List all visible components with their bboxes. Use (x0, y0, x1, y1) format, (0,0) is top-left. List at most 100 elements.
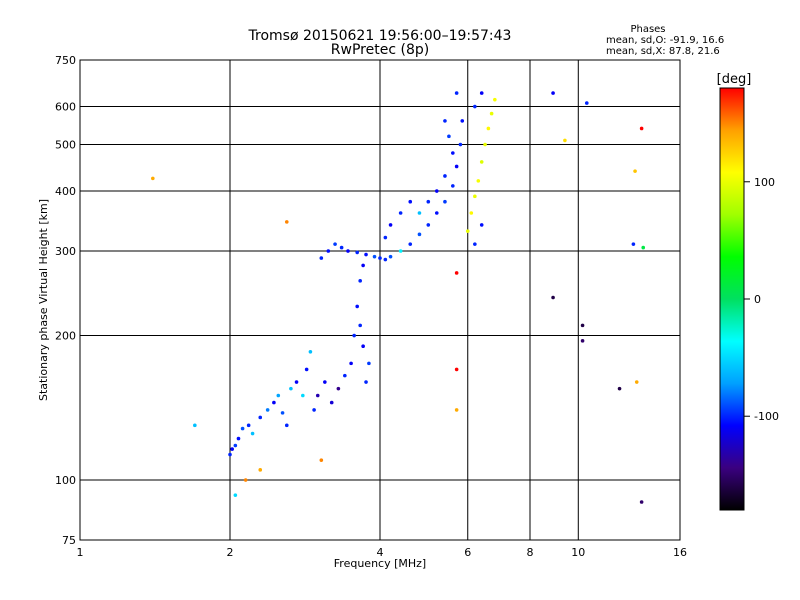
data-point (473, 104, 477, 109)
data-point (265, 408, 270, 412)
data-point (326, 249, 331, 253)
data-point (551, 295, 555, 300)
grid-lines (80, 60, 680, 540)
data-point (639, 126, 644, 131)
data-point (454, 408, 459, 412)
data-point (479, 91, 484, 95)
data-point (434, 211, 439, 215)
data-point (398, 211, 403, 215)
data-point (339, 245, 344, 250)
data-point (246, 423, 251, 428)
data-point (383, 257, 388, 262)
data-point (361, 263, 365, 268)
data-point (631, 242, 636, 246)
colorbar-label: [deg] (717, 72, 752, 87)
y-tick-label: 300 (55, 245, 76, 258)
data-point (294, 380, 299, 384)
data-point (417, 232, 422, 237)
data-point (639, 500, 644, 504)
data-point (408, 199, 413, 204)
data-point (364, 380, 368, 384)
y-axis: 75 100 200 300 400 500 600 750 (55, 54, 76, 547)
stats-header: Phases (630, 24, 665, 35)
y-tick-label: 600 (55, 101, 76, 114)
data-point (454, 164, 459, 169)
data-point (634, 380, 639, 384)
data-point (451, 184, 455, 188)
data-point (454, 91, 459, 95)
data-point (358, 279, 362, 283)
data-point (426, 199, 431, 204)
stats-x: mean, sd,X: 87.8, 21.6 (606, 46, 720, 57)
data-point (258, 468, 263, 472)
data-point (454, 271, 459, 275)
colorbar-ticks: 100 0 -100 (744, 176, 779, 423)
data-point (364, 252, 368, 257)
data-point (458, 142, 463, 147)
data-point (280, 411, 285, 415)
data-point (304, 367, 309, 372)
x-axis: 1 2 4 6 8 10 16 (77, 546, 688, 559)
x-tick-label: 6 (464, 546, 471, 559)
y-axis-label: Stationary phase Virtual Height [km] (37, 199, 50, 401)
data-point (426, 223, 431, 227)
colorbar (719, 87, 745, 511)
x-tick-label: 2 (227, 546, 234, 559)
data-point (343, 373, 347, 378)
data-point (551, 91, 555, 95)
data-point (272, 400, 276, 405)
data-point (417, 211, 422, 215)
data-point (460, 119, 465, 123)
data-point (584, 101, 589, 105)
data-point (408, 242, 413, 246)
data-point (633, 169, 637, 173)
data-point (355, 304, 359, 309)
data-point (641, 245, 646, 250)
data-point (383, 235, 388, 240)
data-point (284, 220, 289, 224)
colorbar-tick-label: 100 (754, 176, 775, 189)
colorbar-tick-label: -100 (754, 410, 779, 423)
x-tick-label: 8 (527, 546, 534, 559)
data-point (233, 443, 238, 448)
data-point (319, 458, 324, 462)
data-point (469, 211, 474, 215)
x-tick-label: 1 (77, 546, 84, 559)
data-point (193, 423, 197, 428)
stats-o: mean, sd,O: -91.9, 16.6 (606, 35, 724, 46)
x-axis-label: Frequency [MHz] (334, 557, 426, 570)
data-point (230, 447, 234, 451)
y-tick-label: 400 (55, 185, 76, 198)
data-point (388, 223, 393, 227)
data-point (580, 339, 585, 343)
data-point (323, 380, 327, 384)
data-point (479, 223, 484, 227)
y-tick-label: 500 (55, 139, 76, 152)
data-point (443, 119, 447, 123)
data-point (315, 393, 320, 398)
data-point (276, 393, 281, 398)
data-point (398, 249, 403, 253)
y-tick-label: 200 (55, 330, 76, 343)
data-point (447, 134, 451, 139)
data-point (372, 254, 377, 259)
data-point (473, 242, 477, 246)
colorbar-tick-label: 0 (754, 293, 761, 306)
data-point (465, 229, 470, 233)
data-point (388, 254, 393, 259)
y-tick-label: 750 (55, 54, 76, 67)
data-point (243, 478, 248, 482)
data-point (355, 250, 359, 255)
data-point (258, 415, 263, 420)
chart-subtitle: RwPretec (8p) (331, 42, 429, 58)
data-point (378, 256, 382, 260)
data-point (333, 242, 337, 246)
data-point (486, 126, 491, 131)
y-tick-label: 75 (62, 534, 76, 547)
data-point (361, 344, 365, 349)
data-point (434, 189, 439, 193)
data-point (250, 431, 255, 436)
data-point (319, 256, 324, 260)
data-point (349, 361, 353, 366)
data-point (308, 349, 313, 354)
